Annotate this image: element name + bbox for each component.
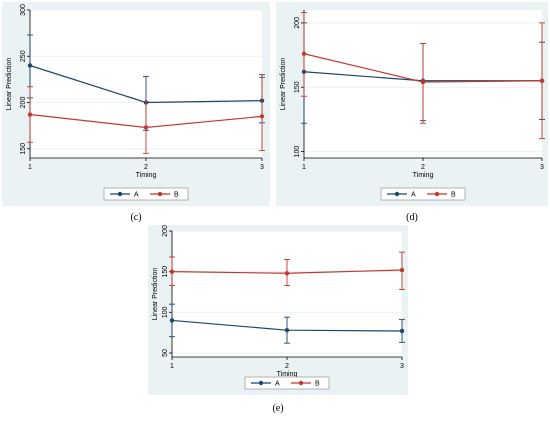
x-tick-label: 2 bbox=[285, 363, 289, 370]
y-axis-label: Linear Prediction bbox=[280, 58, 287, 111]
data-point-A bbox=[284, 327, 290, 333]
x-tick-label: 3 bbox=[260, 164, 264, 171]
legend-swatch-marker-B bbox=[157, 191, 163, 197]
legend-box bbox=[380, 187, 466, 201]
data-point-B bbox=[169, 269, 175, 274]
legend-label-B: B bbox=[451, 192, 456, 199]
data-point-A bbox=[169, 318, 175, 323]
legend-box bbox=[244, 376, 330, 390]
legend-label-A: A bbox=[134, 192, 139, 199]
caption-c: (c) bbox=[130, 212, 142, 223]
y-tick-label: 300 bbox=[20, 4, 27, 16]
data-point-B bbox=[284, 271, 290, 276]
legend-label-A: A bbox=[411, 192, 416, 199]
chart-svg-e: 50 100 150 200 1 2 3 Timing Linear Prediction A B bbox=[152, 225, 405, 390]
x-tick-label: 2 bbox=[144, 164, 148, 171]
caption-d: (d) bbox=[406, 212, 418, 223]
chart-svg-c: 150 200 250 300 1 2 3 Timing Linear Prediction A B bbox=[6, 4, 265, 201]
legend-swatch-marker-A bbox=[258, 380, 264, 386]
data-point-A bbox=[27, 63, 33, 68]
x-tick-label: 3 bbox=[400, 363, 404, 370]
x-tick-label: 1 bbox=[302, 164, 306, 171]
legend-swatch-marker-A bbox=[117, 191, 123, 197]
chart-panel-c: 150 200 250 300 1 2 3 Timing Linear Prediction A B bbox=[2, 2, 270, 206]
y-tick-label: 150 bbox=[20, 143, 27, 155]
y-axis-label: Linear Prediction bbox=[152, 268, 159, 321]
data-point-B bbox=[539, 78, 545, 83]
y-tick-label: 100 bbox=[162, 306, 169, 318]
x-tick-label: 1 bbox=[28, 164, 32, 171]
y-tick-label: 250 bbox=[20, 50, 27, 62]
chart-panel-e: 50 100 150 200 1 2 3 Timing Linear Prediction A B bbox=[148, 225, 408, 395]
y-tick-label: 150 bbox=[162, 266, 169, 278]
x-axis-label: Timing bbox=[413, 172, 434, 179]
legend-swatch-marker-B bbox=[434, 191, 440, 197]
chart-panel-d: 100 150 200 1 2 3 Timing Linear Prediction A B bbox=[276, 2, 548, 206]
x-axis-label: Timing bbox=[136, 172, 157, 179]
legend-swatch-marker-A bbox=[394, 191, 400, 197]
data-point-B bbox=[143, 125, 149, 130]
y-tick-label: 200 bbox=[294, 17, 301, 29]
data-point-A bbox=[399, 328, 405, 334]
caption-e: (e) bbox=[272, 403, 284, 414]
x-axis-label: Timing bbox=[277, 371, 298, 378]
y-tick-label: 100 bbox=[294, 146, 301, 158]
legend-label-A: A bbox=[275, 381, 280, 388]
data-point-B bbox=[259, 114, 265, 119]
y-tick-label: 200 bbox=[20, 97, 27, 109]
x-tick-label: 2 bbox=[421, 164, 425, 171]
y-tick-label: 50 bbox=[162, 349, 169, 357]
data-point-B bbox=[399, 267, 405, 273]
legend-box bbox=[103, 187, 189, 201]
y-axis-label: Linear Prediction bbox=[6, 58, 13, 111]
y-tick-label: 150 bbox=[294, 81, 301, 93]
legend-label-B: B bbox=[315, 381, 320, 388]
y-tick-label: 200 bbox=[162, 225, 169, 237]
legend-label-B: B bbox=[174, 192, 179, 199]
data-point-B bbox=[420, 79, 426, 85]
data-point-B bbox=[27, 112, 33, 117]
chart-svg-d: 100 150 200 1 2 3 Timing Linear Prediction A B bbox=[280, 10, 545, 201]
x-tick-label: 3 bbox=[540, 164, 544, 171]
data-point-B bbox=[301, 51, 307, 56]
legend-swatch-marker-B bbox=[298, 380, 304, 386]
x-tick-label: 1 bbox=[170, 363, 174, 370]
